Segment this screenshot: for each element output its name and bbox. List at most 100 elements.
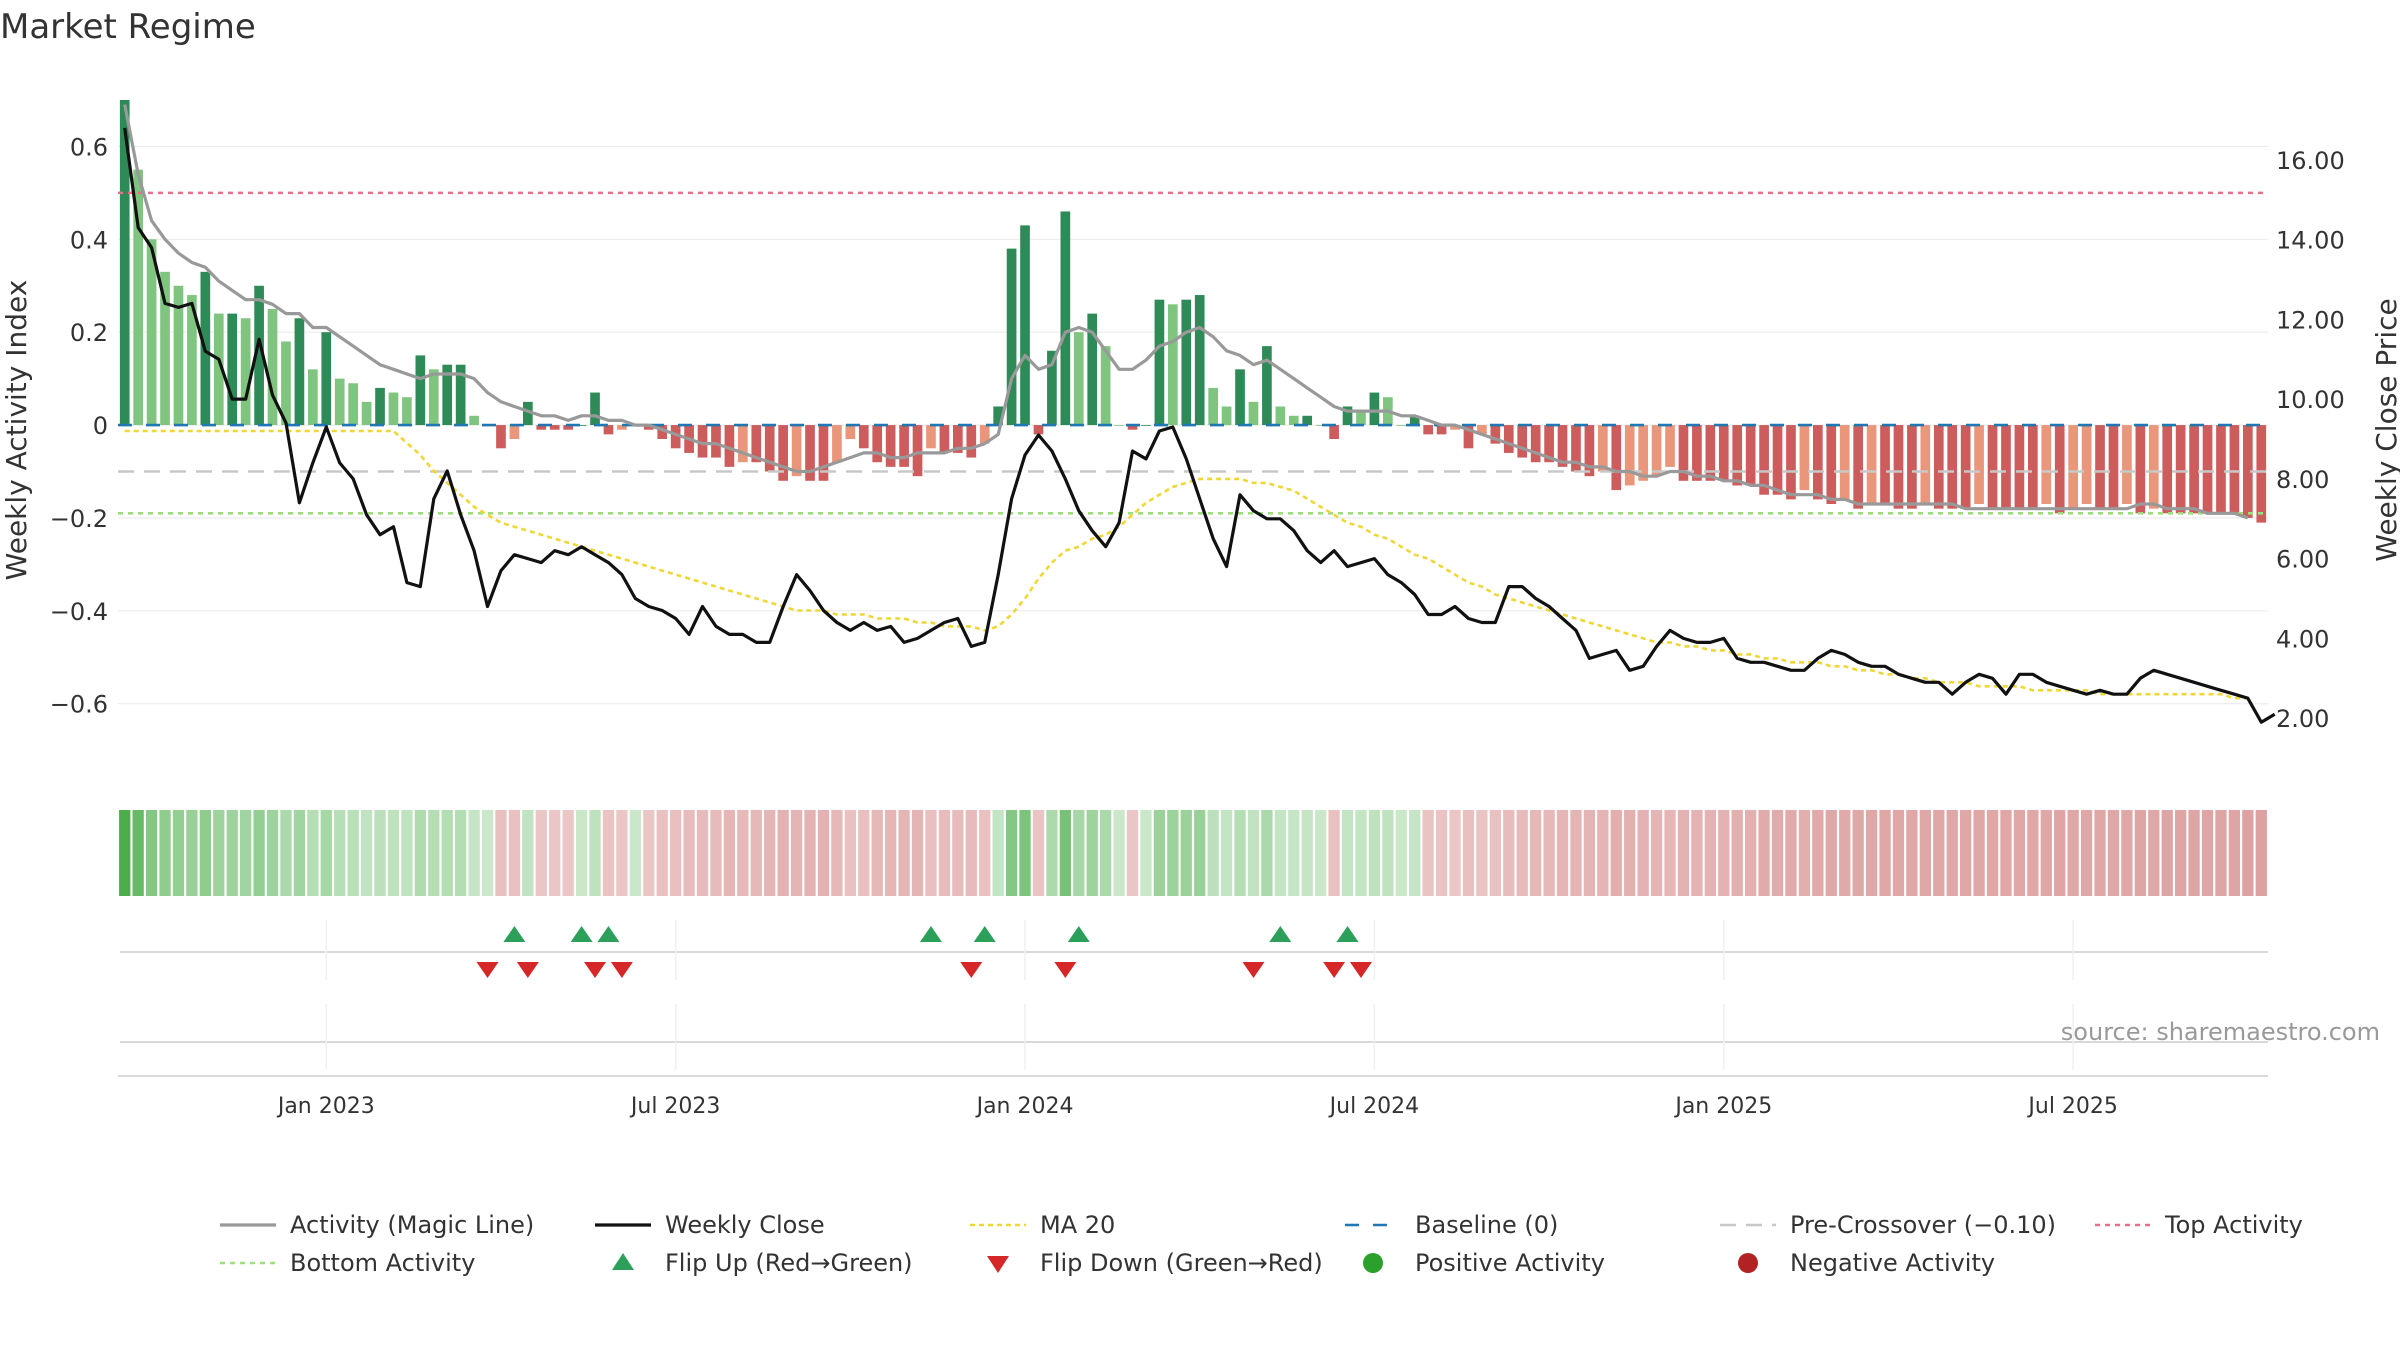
flip-markers — [120, 926, 2268, 1043]
activity-bar — [254, 285, 264, 426]
activity-bar — [1275, 406, 1286, 426]
activity-bar — [455, 364, 466, 426]
y-right-tick-label: 6.00 — [2276, 546, 2329, 574]
legend-swatch-positive-activity — [1363, 1253, 1383, 1273]
regime-cell — [925, 810, 937, 896]
x-tick-label: Jan 2024 — [975, 1094, 1074, 1119]
activity-bar — [1463, 425, 1474, 449]
regime-cell — [965, 810, 977, 896]
regime-cell — [1435, 810, 1448, 896]
regime-cell — [1704, 810, 1716, 896]
activity-bar — [213, 313, 224, 426]
regime-cell — [1718, 810, 1730, 896]
activity-bar — [1557, 425, 1568, 467]
flip-down-marker — [1323, 962, 1346, 978]
activity-bar — [1288, 415, 1299, 426]
activity-bar — [2068, 425, 2078, 509]
weekly-close-line — [123, 127, 2276, 724]
regime-cell — [1073, 810, 1085, 896]
legend-label: MA 20 — [1040, 1211, 1115, 1239]
activity-bar — [1087, 313, 1098, 426]
flip-down-marker — [1349, 962, 1372, 978]
regime-cell — [1086, 810, 1098, 896]
legend-label: Negative Activity — [1790, 1249, 1995, 1277]
regime-cell — [145, 810, 158, 896]
activity-bar — [1920, 425, 1931, 505]
x-tick-label: Jan 2025 — [1673, 1094, 1772, 1119]
regime-cell — [240, 810, 252, 896]
regime-cell — [670, 810, 682, 896]
activity-bar — [711, 425, 721, 458]
activity-bar — [1571, 425, 1581, 472]
activity-bar — [858, 425, 869, 449]
activity-bar — [670, 425, 681, 449]
activity-bar — [603, 425, 614, 435]
regime-cell — [885, 810, 897, 896]
regime-cell — [737, 810, 749, 896]
regime-cell — [1919, 810, 1931, 896]
activity-bar — [496, 425, 506, 449]
regime-cell — [495, 810, 507, 896]
activity-bar — [724, 425, 735, 467]
legend-label: Flip Down (Green→Red) — [1040, 1249, 1323, 1277]
activity-bar — [563, 425, 573, 430]
flip-down-marker — [476, 962, 499, 978]
regime-cell — [428, 810, 440, 896]
regime-cell — [575, 810, 588, 896]
regime-cell — [1288, 810, 1300, 896]
activity-bar — [2095, 425, 2105, 509]
activity-bar — [1853, 425, 1863, 509]
x-tick-label: Jul 2025 — [2026, 1094, 2118, 1119]
activity-bar — [1315, 425, 1326, 426]
regime-cell — [777, 810, 789, 896]
x-tick-label: Jul 2024 — [1328, 1094, 1420, 1119]
regime-cell — [629, 810, 641, 896]
regime-cell — [280, 810, 292, 896]
flip-up-marker — [597, 926, 620, 942]
y-left-tick-label: 0 — [93, 412, 108, 440]
regime-cell — [2175, 810, 2187, 896]
regime-cell — [1852, 810, 1864, 896]
activity-bar — [442, 364, 453, 426]
regime-cell — [938, 810, 951, 896]
activity-bar — [1799, 425, 1810, 491]
y-left-tick-label: −0.2 — [50, 505, 108, 533]
regime-cell — [952, 810, 964, 896]
regime-cell — [414, 810, 426, 896]
activity-bar — [1396, 425, 1407, 426]
activity-bar — [1477, 425, 1487, 435]
regime-cell — [1167, 810, 1179, 896]
regime-cell — [132, 810, 144, 896]
legend-label: Pre-Crossover (−0.10) — [1790, 1211, 2056, 1239]
activity-bar — [308, 369, 318, 426]
flip-up-marker — [570, 926, 593, 942]
regime-cell — [817, 810, 830, 896]
regime-cell — [2228, 810, 2241, 896]
regime-cell — [1328, 810, 1340, 896]
activity-bar — [1369, 392, 1380, 426]
regime-cell — [1785, 810, 1797, 896]
activity-bar — [1947, 425, 1958, 509]
regime-cell — [266, 810, 279, 896]
regime-cell — [1758, 810, 1770, 896]
axis-ticks: 0.6 0.4 0.2 0 −0.2 −0.4 −0.6 16.00 14.00 12.00 10.… — [50, 133, 2345, 733]
regime-cell — [1355, 810, 1367, 896]
activity-bar — [1423, 425, 1433, 435]
flip-down-marker — [1054, 962, 1077, 978]
regime-cell — [1100, 810, 1112, 896]
regime-cell — [562, 810, 574, 896]
activity-bar — [402, 397, 412, 426]
activity-bar — [1813, 425, 1823, 500]
regime-cell — [159, 810, 171, 896]
regime-cell — [481, 810, 494, 896]
legend-label: Bottom Activity — [290, 1249, 475, 1277]
regime-cell — [253, 810, 265, 896]
regime-cell — [1865, 810, 1878, 896]
regime-cell — [1637, 810, 1649, 896]
activity-bar — [1302, 415, 1313, 426]
regime-cell — [1315, 810, 1327, 896]
activity-bar — [1248, 401, 1259, 426]
activity-bars — [119, 100, 2267, 523]
